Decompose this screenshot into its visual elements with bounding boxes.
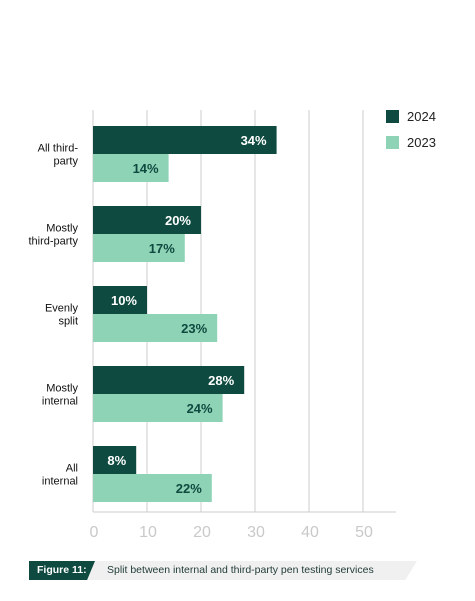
bar-2024	[93, 126, 277, 154]
legend-label-2023: 2023	[407, 135, 436, 150]
legend-swatch-2023	[386, 136, 399, 149]
caption-tag: Figure 11:	[29, 561, 95, 580]
bar-2024	[93, 366, 245, 394]
x-axis-ticks: 0 10 20 30 40 50	[90, 524, 373, 541]
bar-2023	[93, 474, 212, 502]
data-label: 28%	[208, 373, 234, 388]
caption-background	[29, 561, 417, 580]
data-label: 10%	[111, 293, 137, 308]
data-label: 14%	[133, 161, 159, 176]
category-label: All third-party	[38, 143, 79, 168]
category-labels: All third-party Mostly third-party Evenly sp…	[28, 143, 78, 488]
caption-tag-text: Figure 11:	[37, 564, 87, 576]
x-tick-label: 30	[247, 524, 265, 541]
data-label: 22%	[176, 481, 202, 496]
data-label: 23%	[181, 321, 207, 336]
category-label: Mostly third-party	[28, 223, 78, 248]
bars-group: 34% 14% 20% 17% 10% 23% 28% 24% 8% 22%	[93, 126, 277, 502]
legend: 2024 2023	[386, 109, 436, 150]
bar-2024	[93, 446, 137, 474]
bar-2023	[93, 154, 169, 182]
x-tick-label: 50	[355, 524, 373, 541]
figure-caption: Figure 11: Split between internal and th…	[29, 561, 417, 580]
data-label: 8%	[107, 453, 126, 468]
legend-swatch-2024	[386, 110, 399, 123]
x-tick-label: 0	[90, 524, 99, 541]
category-label: All internal	[42, 463, 78, 488]
x-tick-label: 20	[193, 524, 211, 541]
bar-2024	[93, 286, 147, 314]
bar-chart: 34% 14% 20% 17% 10% 23% 28% 24% 8% 22% All third-…	[28, 109, 436, 541]
bar-2023	[93, 394, 223, 422]
legend-label-2024: 2024	[407, 109, 436, 124]
data-label: 20%	[165, 213, 191, 228]
data-label: 24%	[187, 401, 213, 416]
bar-2023	[93, 314, 218, 342]
x-tick-label: 40	[301, 524, 319, 541]
caption-text: Split between internal and third-party p…	[107, 564, 374, 576]
category-label: Evenly split	[45, 303, 79, 328]
data-label: 34%	[241, 133, 267, 148]
bar-2023	[93, 234, 185, 262]
x-tick-label: 10	[139, 524, 157, 541]
category-label: Mostly internal	[42, 383, 79, 408]
data-label: 17%	[149, 241, 175, 256]
bar-2024	[93, 206, 201, 234]
